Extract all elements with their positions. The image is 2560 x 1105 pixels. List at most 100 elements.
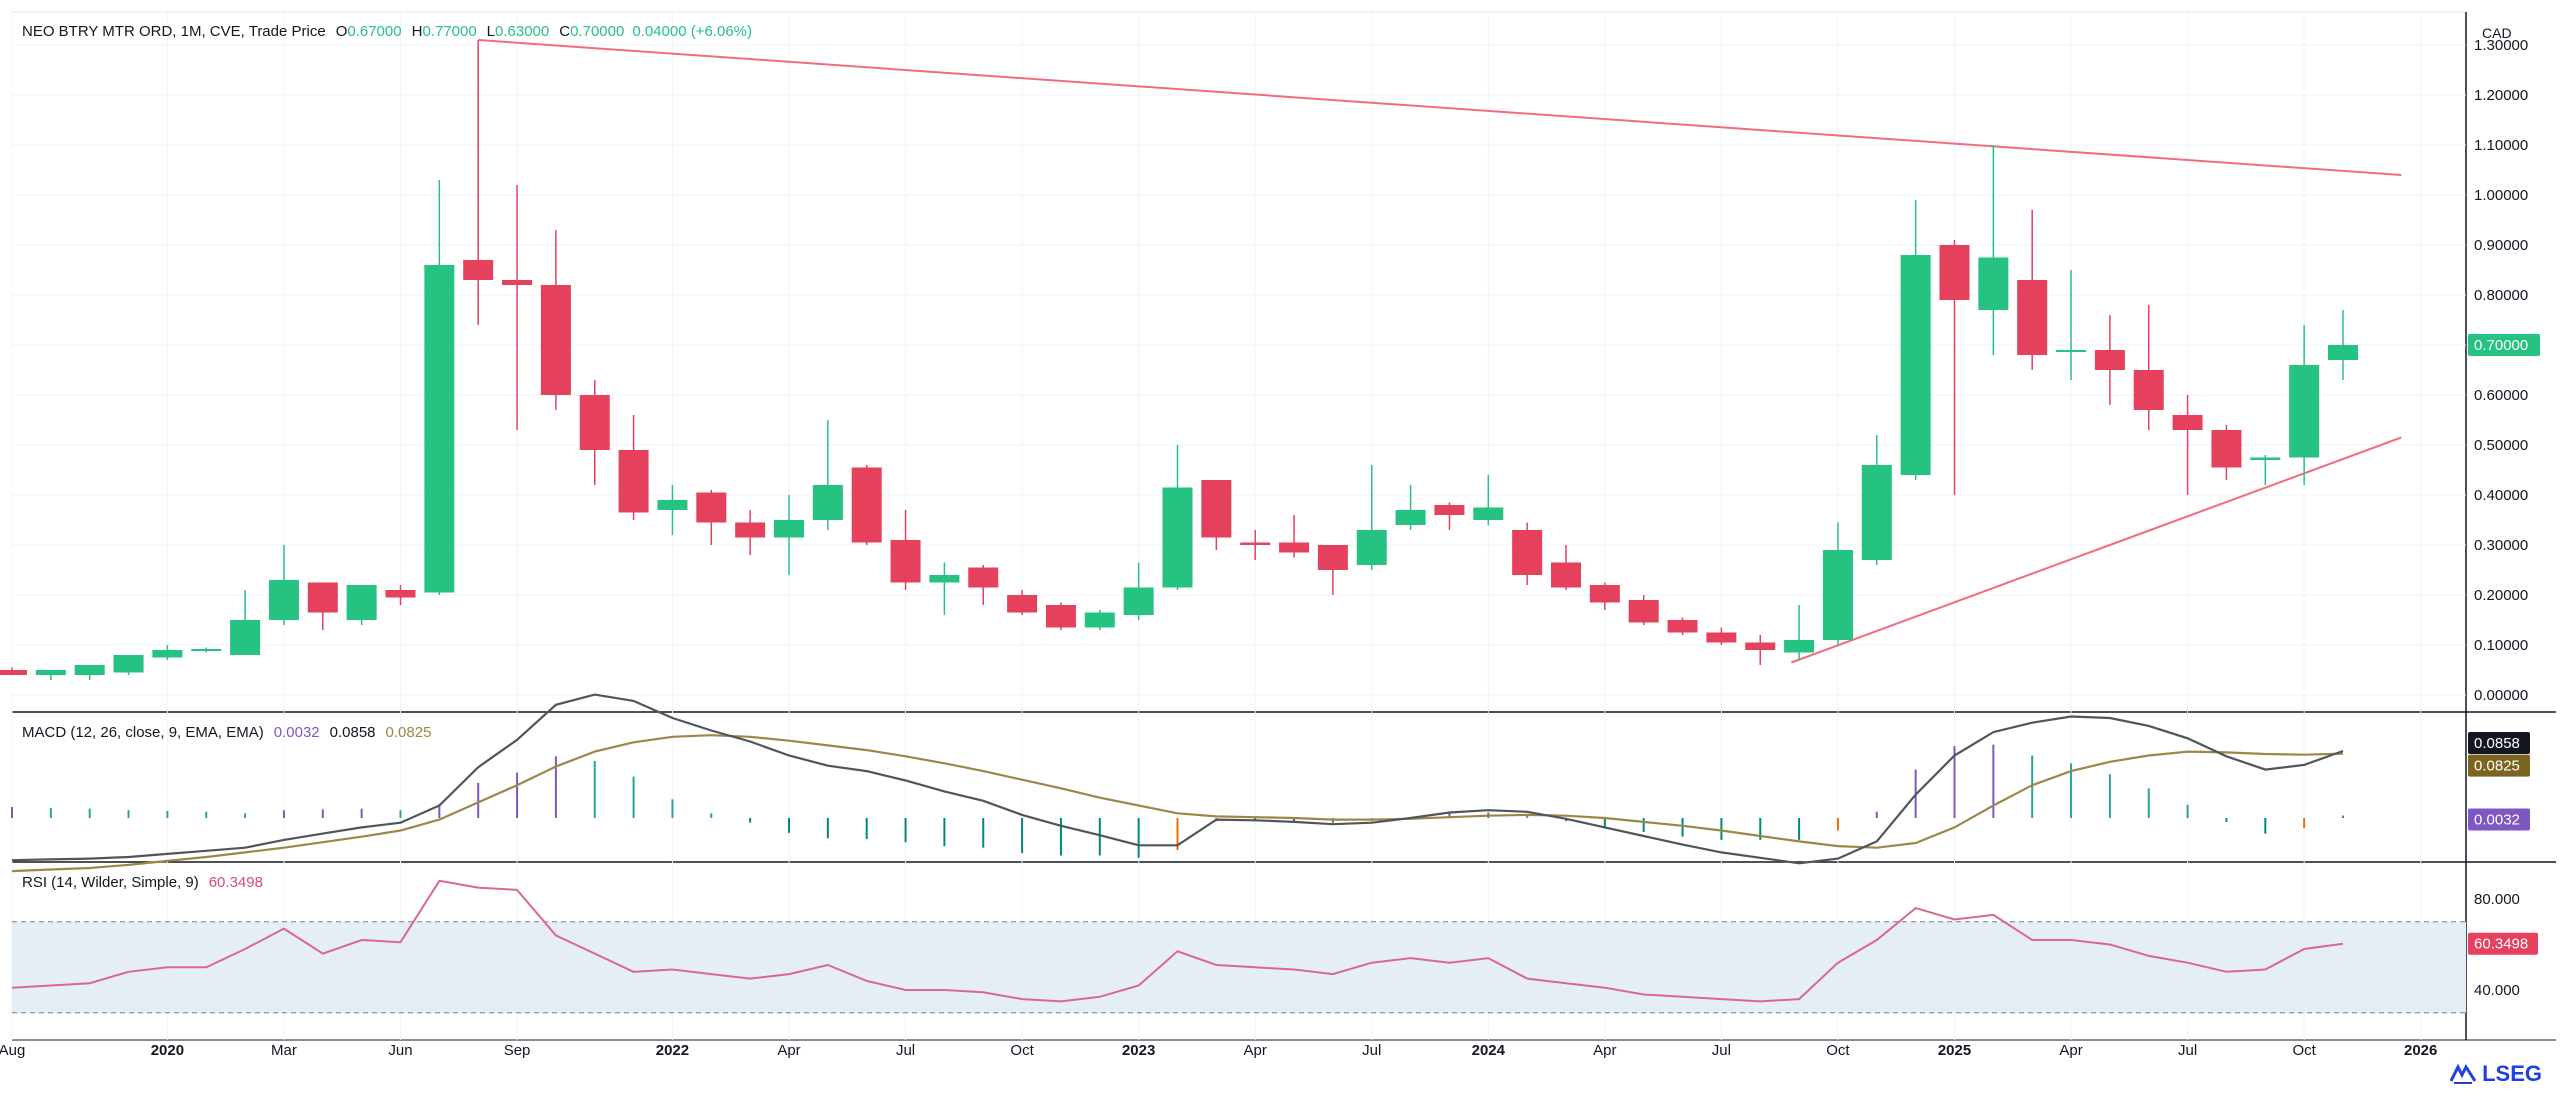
candle-body — [2250, 457, 2281, 460]
close-label: C — [559, 23, 571, 40]
macd-line-value: 0.0858 — [329, 724, 376, 741]
candle-body — [346, 585, 377, 620]
candle-body — [1822, 550, 1853, 640]
price-legend: NEO BTRY MTR ORD, 1M, CVE, Trade Price O… — [22, 23, 752, 40]
candle-body — [851, 467, 882, 543]
rsi-value-badge — [2468, 932, 2538, 955]
price-tick-label: 0.50000 — [2474, 437, 2528, 454]
candle-body — [1589, 585, 1620, 603]
price-tick-label: 1.00000 — [2474, 187, 2528, 204]
candle-body — [540, 285, 571, 395]
candle-body — [1084, 612, 1115, 628]
candle-body — [774, 520, 804, 538]
time-tick-label: 2022 — [656, 1042, 689, 1059]
candle-body — [1900, 255, 1931, 475]
candle-body — [618, 450, 649, 513]
currency-label: CAD — [2482, 25, 2512, 41]
candle-body — [1240, 542, 1271, 545]
candle-body — [1551, 562, 1581, 588]
macd-signal-line — [11, 734, 2344, 873]
candle-body — [1356, 530, 1387, 565]
candle-body — [1007, 595, 1038, 613]
rsi-tick-label: 40.000 — [2474, 982, 2520, 999]
candle-body — [0, 670, 27, 675]
candle-body — [35, 670, 66, 675]
candle-body — [113, 655, 144, 673]
candle-body — [1201, 480, 1232, 538]
time-tick-label: Apr — [777, 1042, 800, 1059]
candle-body — [890, 540, 921, 583]
time-tick-label: Apr — [2059, 1042, 2082, 1059]
price-tick-label: 1.30000 — [2474, 37, 2528, 54]
change-value: 0.04000 (+6.06%) — [632, 23, 752, 40]
close-value: 0.70000 — [570, 23, 625, 40]
candle-body — [2172, 415, 2203, 430]
time-tick-label: Oct — [1010, 1042, 1034, 1059]
candle-body — [1279, 542, 1310, 553]
macd-value-label: 0.0032 — [2474, 812, 2520, 829]
last-price-label: 0.70000 — [2474, 337, 2528, 354]
candle-body — [579, 395, 610, 450]
time-tick-label: 2020 — [151, 1042, 184, 1059]
price-tick-label: 0.10000 — [2474, 637, 2528, 654]
time-tick-label: Mar — [271, 1042, 297, 1059]
symbol-title[interactable]: NEO BTRY MTR ORD, 1M, CVE, Trade Price — [22, 23, 326, 40]
macd-value-label: 0.0825 — [2474, 758, 2520, 775]
macd-title[interactable]: MACD (12, 26, close, 9, EMA, EMA) — [22, 724, 264, 741]
price-tick-label: 0.80000 — [2474, 287, 2528, 304]
brand-logo[interactable]: LSEG — [2450, 1061, 2542, 1087]
candle-body — [152, 650, 183, 658]
macd-value-label: 0.0858 — [2474, 735, 2520, 752]
candle-body — [2056, 350, 2087, 352]
price-tick-label: 0.00000 — [2474, 687, 2528, 704]
price-tick-label: 1.10000 — [2474, 137, 2528, 154]
candle-body — [1317, 545, 1348, 570]
candle-body — [1628, 600, 1659, 623]
candle-body — [657, 500, 688, 510]
rsi-value-label: 60.3498 — [2474, 936, 2528, 953]
candle-body — [968, 567, 999, 588]
macd-value-badge — [2468, 754, 2530, 777]
candle-body — [2328, 345, 2358, 360]
time-tick-label: Sep — [504, 1042, 531, 1059]
candle-body — [1706, 632, 1737, 643]
time-tick-label: Jul — [2178, 1042, 2197, 1059]
low-value: 0.63000 — [495, 23, 550, 40]
candle-body — [1473, 507, 1504, 520]
candle-body — [929, 575, 960, 583]
time-tick-label: Jul — [1362, 1042, 1381, 1059]
candle-body — [463, 260, 494, 280]
lseg-logo-icon — [2450, 1063, 2477, 1084]
candle-body — [230, 620, 261, 655]
time-tick-label: 2024 — [1472, 1042, 1506, 1059]
open-value: 0.67000 — [347, 23, 402, 40]
candle-body — [1784, 640, 1815, 653]
candle-body — [1745, 642, 1776, 650]
rsi-title[interactable]: RSI (14, Wilder, Simple, 9) — [22, 874, 199, 891]
time-tick-label: Apr — [1244, 1042, 1267, 1059]
time-tick-label: 2023 — [1122, 1042, 1155, 1059]
candle-body — [2017, 280, 2048, 355]
high-label: H — [411, 23, 423, 40]
macd-value-badge — [2468, 808, 2530, 831]
rsi-line — [11, 879, 2344, 1003]
candle-body — [696, 492, 727, 523]
time-tick-label: Jul — [1712, 1042, 1731, 1059]
candle-body — [1162, 487, 1193, 588]
candle-body — [424, 265, 455, 593]
high-value: 0.77000 — [422, 23, 477, 40]
price-tick-label: 0.40000 — [2474, 487, 2528, 504]
candle-body — [307, 582, 338, 613]
macd-line — [11, 693, 2344, 865]
macd-signal-value: 0.0825 — [385, 724, 432, 741]
candle-body — [385, 590, 416, 598]
candle-body — [2094, 350, 2125, 370]
trendline — [1790, 436, 2402, 664]
macd-value-badge — [2468, 732, 2530, 754]
candle-body — [1434, 505, 1465, 515]
time-tick-label: Jul — [896, 1042, 915, 1059]
candle-body — [2211, 430, 2242, 468]
rsi-tick-label: 80.000 — [2474, 891, 2520, 908]
candle-body — [812, 485, 843, 520]
